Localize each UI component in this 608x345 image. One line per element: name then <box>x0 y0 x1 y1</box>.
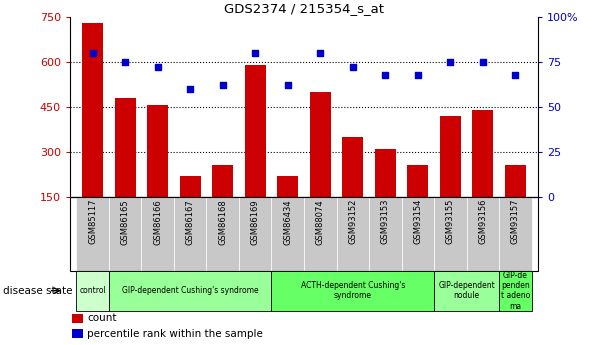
Point <box>511 72 520 77</box>
Text: GSM86167: GSM86167 <box>185 199 195 245</box>
Bar <box>440 116 461 242</box>
Bar <box>472 110 493 242</box>
Point <box>153 65 162 70</box>
Point <box>250 50 260 56</box>
Bar <box>336 197 369 271</box>
Text: GSM86434: GSM86434 <box>283 199 292 245</box>
Bar <box>82 23 103 242</box>
Bar <box>434 197 466 271</box>
Bar <box>174 197 207 271</box>
Text: GSM93157: GSM93157 <box>511 199 520 244</box>
Text: GIP-dependent
nodule: GIP-dependent nodule <box>438 281 495 300</box>
Point <box>185 86 195 92</box>
Bar <box>77 271 109 310</box>
Bar <box>342 137 364 242</box>
Point <box>283 83 292 88</box>
Point <box>316 50 325 56</box>
Text: GSM93154: GSM93154 <box>413 199 423 244</box>
Point <box>446 59 455 65</box>
Text: count: count <box>88 313 117 323</box>
Bar <box>179 176 201 241</box>
Bar <box>244 65 266 241</box>
Bar <box>147 106 168 241</box>
Text: GSM85117: GSM85117 <box>88 199 97 244</box>
Bar <box>239 197 272 271</box>
Text: GSM93155: GSM93155 <box>446 199 455 244</box>
Bar <box>115 98 136 241</box>
Bar <box>77 197 109 271</box>
Text: GSM86168: GSM86168 <box>218 199 227 245</box>
Bar <box>142 197 174 271</box>
Text: GSM86166: GSM86166 <box>153 199 162 245</box>
Text: GSM93152: GSM93152 <box>348 199 358 244</box>
Bar <box>277 176 299 241</box>
Bar <box>407 165 429 242</box>
Title: GDS2374 / 215354_s_at: GDS2374 / 215354_s_at <box>224 2 384 15</box>
Text: GIP-de
penden
t adeno
ma: GIP-de penden t adeno ma <box>501 270 530 311</box>
Bar <box>466 197 499 271</box>
Text: disease state: disease state <box>3 286 72 296</box>
Bar <box>369 197 401 271</box>
Bar <box>434 271 499 310</box>
Bar <box>499 197 531 271</box>
Point <box>478 59 488 65</box>
Bar <box>109 271 272 310</box>
Bar <box>72 329 83 338</box>
Bar <box>505 165 526 242</box>
Text: GSM86165: GSM86165 <box>121 199 130 245</box>
Point <box>218 83 227 88</box>
Bar <box>272 271 434 310</box>
Bar <box>304 197 336 271</box>
Text: GSM86169: GSM86169 <box>250 199 260 245</box>
Text: GSM93153: GSM93153 <box>381 199 390 244</box>
Point <box>381 72 390 77</box>
Point <box>413 72 423 77</box>
Text: GIP-dependent Cushing's syndrome: GIP-dependent Cushing's syndrome <box>122 286 258 295</box>
Bar <box>212 165 233 242</box>
Point <box>88 50 97 56</box>
Text: ACTH-dependent Cushing's
syndrome: ACTH-dependent Cushing's syndrome <box>300 281 405 300</box>
Bar <box>375 149 396 242</box>
Bar <box>72 314 83 323</box>
Bar <box>401 197 434 271</box>
Bar <box>309 92 331 242</box>
Bar <box>272 197 304 271</box>
Bar <box>207 197 239 271</box>
Point <box>348 65 358 70</box>
Text: control: control <box>79 286 106 295</box>
Bar <box>109 197 142 271</box>
Point <box>120 59 130 65</box>
Text: GSM93156: GSM93156 <box>478 199 487 244</box>
Bar <box>499 271 531 310</box>
Text: GSM88074: GSM88074 <box>316 199 325 245</box>
Text: percentile rank within the sample: percentile rank within the sample <box>88 329 263 339</box>
